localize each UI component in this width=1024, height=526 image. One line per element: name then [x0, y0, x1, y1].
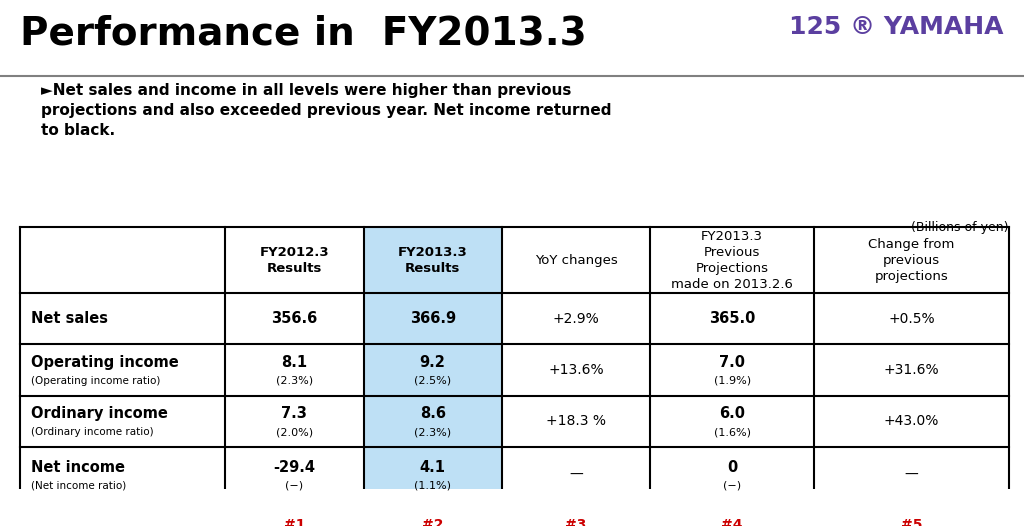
- Text: (Net income ratio): (Net income ratio): [31, 481, 126, 491]
- Bar: [364, 293, 502, 345]
- Text: (Operating income ratio): (Operating income ratio): [31, 376, 160, 386]
- Text: Operating income: Operating income: [31, 355, 178, 370]
- Text: +0.5%: +0.5%: [888, 312, 935, 326]
- Text: #1: #1: [284, 518, 305, 526]
- Text: #2: #2: [422, 518, 443, 526]
- Text: Performance in  FY2013.3: Performance in FY2013.3: [20, 15, 587, 53]
- Text: (2.0%): (2.0%): [275, 427, 313, 437]
- Text: 9.2: 9.2: [420, 355, 445, 370]
- Text: (1.9%): (1.9%): [714, 376, 751, 386]
- Text: #3: #3: [565, 518, 587, 526]
- Text: (1.6%): (1.6%): [714, 427, 751, 437]
- Text: +18.3 %: +18.3 %: [546, 414, 606, 429]
- Text: (−): (−): [286, 481, 303, 491]
- Text: Net sales: Net sales: [31, 311, 108, 326]
- Text: (1.1%): (1.1%): [414, 481, 452, 491]
- Text: 8.6: 8.6: [420, 406, 445, 421]
- Text: FY2013.3
Previous
Projections
made on 2013.2.6: FY2013.3 Previous Projections made on 20…: [671, 230, 794, 291]
- Text: 6.0: 6.0: [719, 406, 745, 421]
- Text: 365.0: 365.0: [709, 311, 756, 326]
- Text: 7.0: 7.0: [719, 355, 745, 370]
- Text: (2.5%): (2.5%): [414, 376, 452, 386]
- Text: 125 ® YAMAHA: 125 ® YAMAHA: [790, 15, 1004, 38]
- Text: 4.1: 4.1: [420, 460, 445, 475]
- Text: +31.6%: +31.6%: [884, 363, 939, 377]
- Text: -29.4: -29.4: [273, 460, 315, 475]
- Bar: [364, 345, 502, 396]
- Text: +13.6%: +13.6%: [548, 363, 604, 377]
- Text: 366.9: 366.9: [410, 311, 456, 326]
- Text: 356.6: 356.6: [271, 311, 317, 326]
- Bar: [364, 396, 502, 447]
- Text: —: —: [904, 468, 919, 482]
- Text: YoY changes: YoY changes: [535, 254, 617, 267]
- Text: Ordinary income: Ordinary income: [31, 406, 168, 421]
- Text: 0: 0: [727, 460, 737, 475]
- Text: Net income: Net income: [31, 460, 125, 475]
- Text: —: —: [569, 468, 583, 482]
- Text: FY2013.3
Results: FY2013.3 Results: [397, 246, 468, 275]
- Text: +43.0%: +43.0%: [884, 414, 939, 429]
- Text: ►Net sales and income in all levels were higher than previous
projections and al: ►Net sales and income in all levels were…: [41, 83, 611, 138]
- Text: 7.3: 7.3: [282, 406, 307, 421]
- Text: +2.9%: +2.9%: [553, 312, 599, 326]
- Text: (Billions of yen): (Billions of yen): [911, 221, 1009, 234]
- Text: Change from
previous
projections: Change from previous projections: [868, 238, 954, 282]
- Bar: [364, 447, 502, 503]
- Text: #4: #4: [722, 518, 742, 526]
- Text: (2.3%): (2.3%): [275, 376, 313, 386]
- Text: (−): (−): [723, 481, 741, 491]
- Bar: [364, 227, 502, 293]
- Text: (2.3%): (2.3%): [414, 427, 452, 437]
- Text: 8.1: 8.1: [282, 355, 307, 370]
- Text: (Ordinary income ratio): (Ordinary income ratio): [31, 427, 154, 437]
- Text: FY2012.3
Results: FY2012.3 Results: [260, 246, 329, 275]
- Text: #5: #5: [901, 518, 922, 526]
